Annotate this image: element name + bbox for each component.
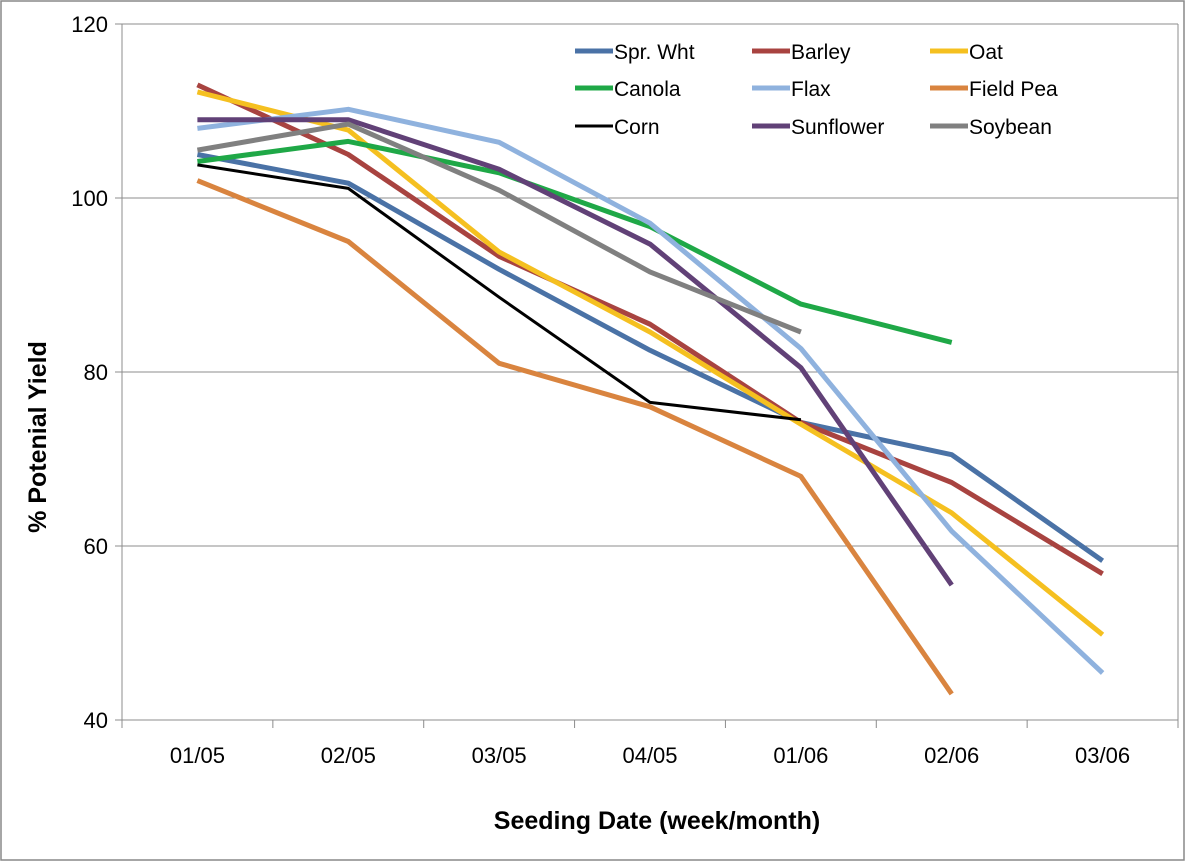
legend-label-corn: Corn [614,116,660,139]
series-lines [196,82,1105,696]
x-tick-label: 03/05 [472,743,527,768]
y-tick-label: 120 [71,12,108,37]
x-tick-label: 01/05 [170,743,225,768]
legend-label-spr-wht: Spr. Wht [614,41,695,64]
series-line-corn [197,163,802,422]
legend-label-oat: Oat [969,41,1003,64]
y-axis-title: % Potenial Yield [24,341,52,533]
x-tick-label: 02/06 [924,743,979,768]
y-tick-label: 60 [84,534,108,559]
y-tick-label: 100 [71,186,108,211]
x-tick-label: 02/05 [321,743,376,768]
legend: Spr. Wht Barley Oat Canola Flax Field Pea Corn… [575,41,1058,139]
legend-label-canola: Canola [614,78,681,101]
series-line-soybean [196,121,802,335]
legend-label-flax: Flax [791,78,831,101]
series-line-sunflower [197,117,954,587]
legend-label-field-pea: Field Pea [969,78,1058,101]
x-tick-label: 04/05 [622,743,677,768]
legend-label-soybean: Soybean [969,116,1052,139]
legend-label-barley: Barley [791,41,851,64]
y-tick-label: 80 [84,360,108,385]
series-line-flax [197,106,1105,675]
axes: 40 60 80 100 120 01/05 02/05 03/05 04/05 01/06 02/… [71,12,1179,768]
y-tick-label: 40 [84,708,108,733]
series-line-spr-wht [196,152,1105,563]
series-line-field-pea [196,178,954,696]
series-line-canola [197,138,953,345]
x-tick-label: 03/06 [1075,743,1130,768]
legend-label-sunflower: Sunflower [791,116,884,139]
x-axis-title: Seeding Date (week/month) [494,807,820,835]
series-line-barley [196,82,1104,576]
series-line-oat [196,89,1105,637]
x-tick-label: 01/06 [773,743,828,768]
gridlines [122,23,1178,547]
